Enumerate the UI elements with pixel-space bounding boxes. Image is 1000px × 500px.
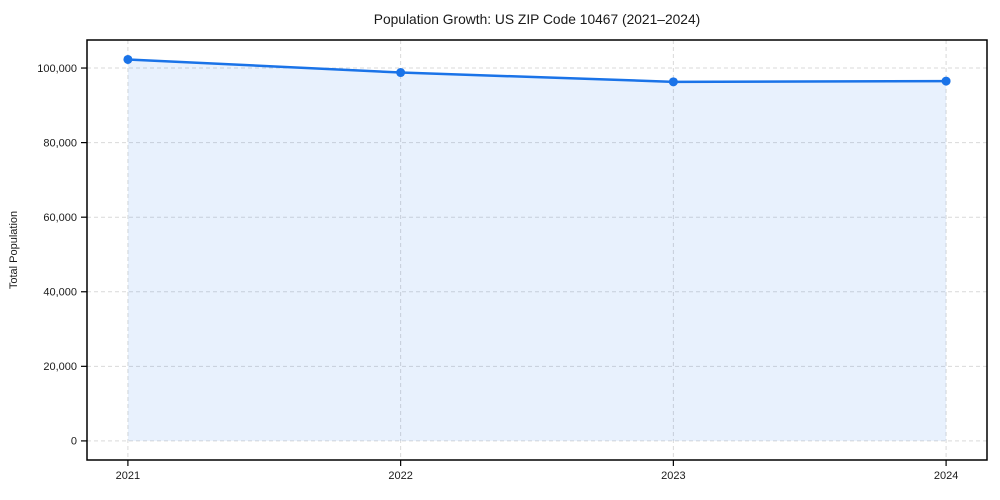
y-tick-label: 0 [71, 436, 77, 448]
area-fill [127, 59, 947, 441]
data-point-2022 [396, 68, 406, 78]
y-tick-label: 60,000 [43, 212, 77, 224]
y-tick-label: 100,000 [37, 63, 77, 75]
data-point-2023 [668, 77, 678, 87]
axis-layer: 0 20,000 40,000 60,000 80,000 100,000 2021 2022… [37, 39, 988, 482]
y-tick-label: 40,000 [43, 287, 77, 299]
plot-border [86, 39, 988, 461]
x-tick-label: 2022 [388, 470, 412, 482]
data-point-2024 [941, 76, 951, 86]
x-tick-label: 2021 [116, 470, 140, 482]
trend-line [126, 58, 948, 84]
y-tick-label: 80,000 [43, 137, 77, 149]
series-layer [123, 54, 951, 441]
chart-title: Population Growth: US ZIP Code 10467 (20… [374, 12, 700, 27]
y-tick-label: 20,000 [43, 361, 77, 373]
grid-layer [87, 40, 987, 460]
y-axis-label: Total Population [8, 211, 20, 289]
x-tick-label: 2024 [934, 470, 958, 482]
data-point-2021 [123, 54, 133, 64]
x-tick-label: 2023 [661, 470, 685, 482]
